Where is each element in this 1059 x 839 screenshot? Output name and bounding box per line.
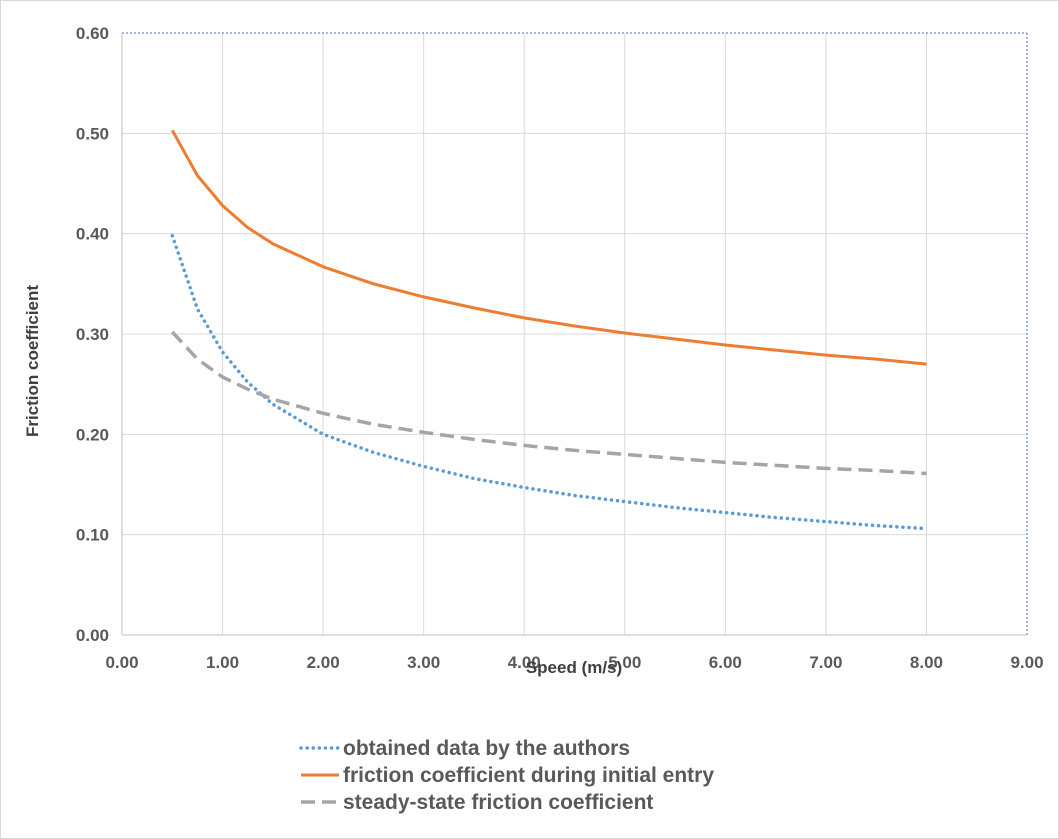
tick-labels: 0.00 1.00 2.00 3.00 4.00 5.00 6.00 7.00 8.00 9.00… xyxy=(76,24,1044,672)
y-tick-label: 0.60 xyxy=(76,24,109,43)
series-line-2 xyxy=(170,129,927,366)
y-tick-label: 0.40 xyxy=(76,225,109,244)
x-tick-label: 8.00 xyxy=(910,653,943,672)
x-tick-label: 2.00 xyxy=(307,653,340,672)
y-tick-label: 0.10 xyxy=(76,526,109,545)
y-axis-title: Friction coefficient xyxy=(23,285,42,437)
axes xyxy=(121,32,1028,636)
x-axis-title: Speed (m/s) xyxy=(526,658,622,677)
series-lines xyxy=(170,129,929,531)
x-tick-label: 9.00 xyxy=(1010,653,1043,672)
series-line-3 xyxy=(171,330,927,476)
x-tick-label: 1.00 xyxy=(206,653,239,672)
legend-label-3: steady-state friction coefficient xyxy=(343,791,653,814)
series-line-1 xyxy=(170,233,929,531)
legend: obtained data by the authors friction coe… xyxy=(299,737,714,814)
y-tick-label: 0.00 xyxy=(76,626,109,645)
y-tick-label: 0.30 xyxy=(76,325,109,344)
legend-label-1: obtained data by the authors xyxy=(343,737,630,760)
x-tick-label: 5.00 xyxy=(608,653,641,672)
gridlines xyxy=(122,33,1027,635)
y-tick-label: 0.20 xyxy=(76,425,109,444)
x-tick-label: 4.00 xyxy=(508,653,541,672)
x-tick-label: 3.00 xyxy=(407,653,440,672)
y-tick-label: 0.50 xyxy=(76,124,109,143)
x-tick-label: 0.00 xyxy=(105,653,138,672)
x-tick-label: 6.00 xyxy=(709,653,742,672)
legend-label-2: friction coefficient during initial entr… xyxy=(343,764,714,787)
x-tick-label: 7.00 xyxy=(809,653,842,672)
